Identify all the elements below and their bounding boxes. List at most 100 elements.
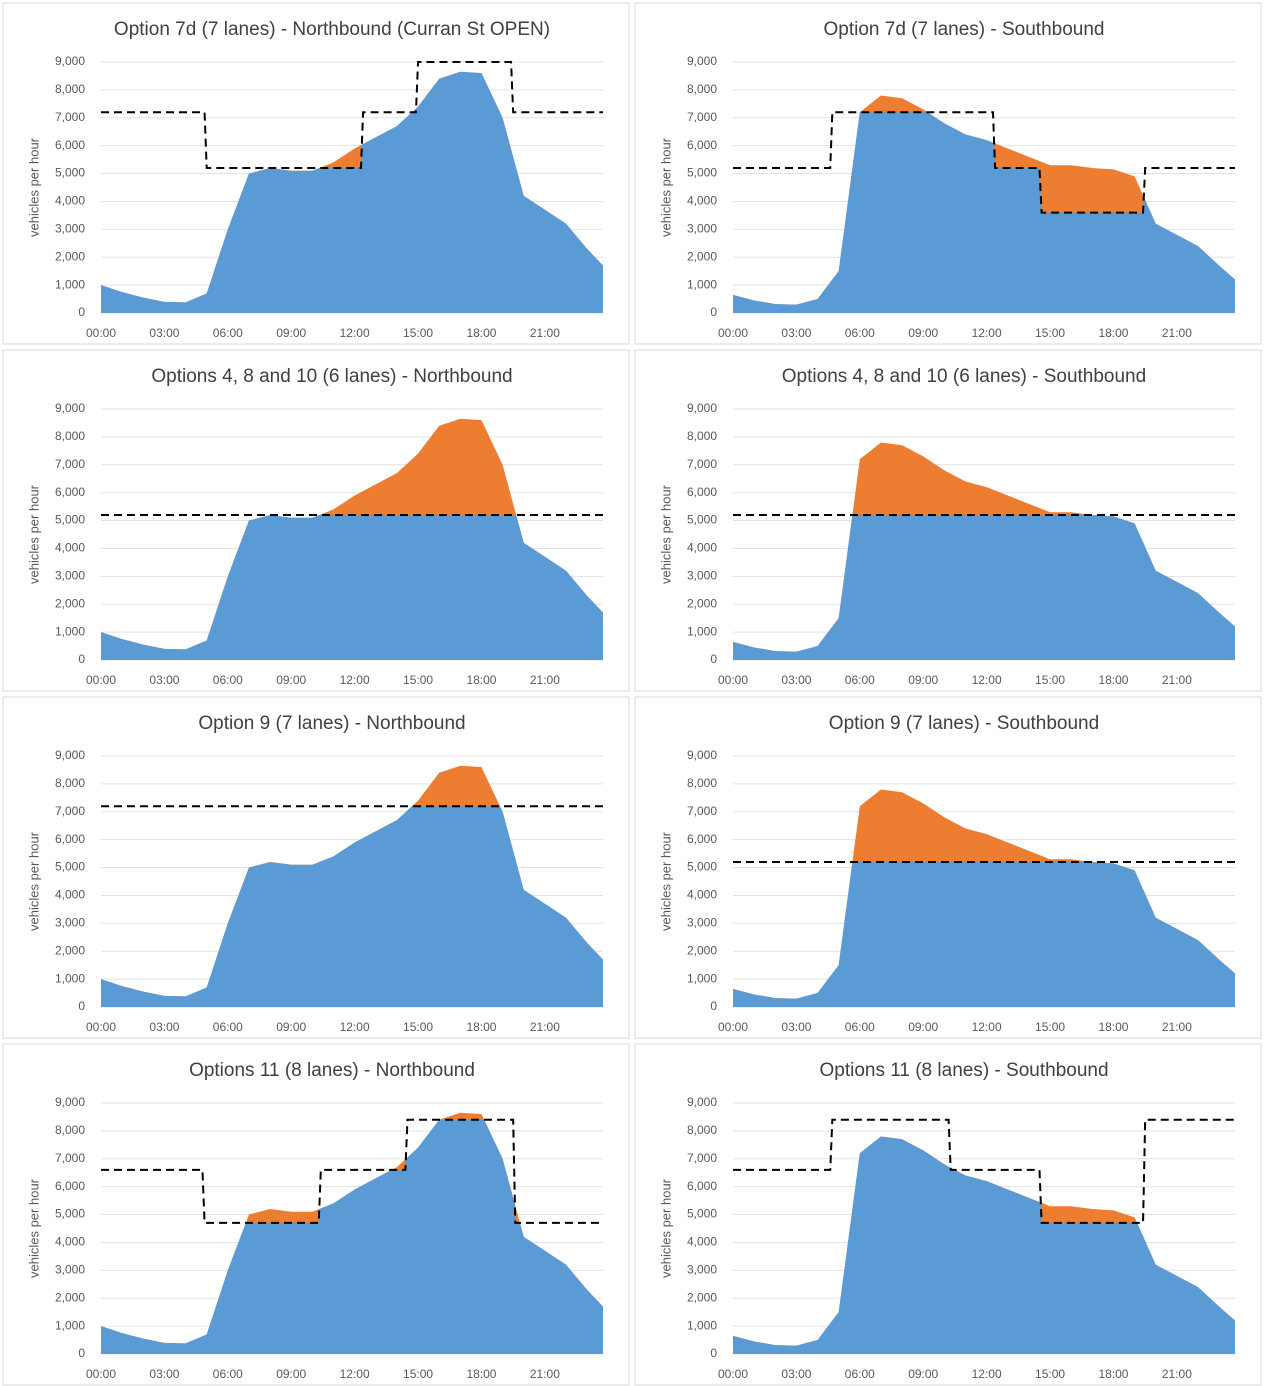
y-tick-label: 8,000 [55,776,85,790]
capacity-line [733,1118,1235,1224]
y-tick-label: 0 [710,305,717,319]
x-tick-label: 03:00 [781,673,811,687]
x-tick-label: 00:00 [718,673,748,687]
y-tick-label: 7,000 [687,110,717,124]
y-tick-label: 0 [78,305,85,319]
y-tick-label: 4,000 [687,888,717,902]
panel-border [2,1043,630,1386]
y-tick-label: 8,000 [687,429,717,443]
y-tick-label: 1,000 [687,1318,717,1332]
x-tick-label: 18:00 [466,1367,496,1381]
y-tick-label: 7,000 [55,1151,85,1165]
x-tick-label: 09:00 [908,326,938,340]
y-tick-label: 0 [710,1346,717,1360]
x-tick-label: 15:00 [403,1367,433,1381]
y-tick-label: 5,000 [55,166,85,180]
x-tick-label: 03:00 [781,1020,811,1034]
panel-border [634,2,1262,345]
demand-area [733,112,1235,313]
capacity-line [101,61,603,169]
x-tick-label: 06:00 [845,673,875,687]
demand-area [101,1119,603,1354]
y-tick-label: 3,000 [55,1263,85,1277]
y-tick-label: 7,000 [687,1151,717,1165]
y-tick-label: 3,000 [55,222,85,236]
demand-area [101,71,603,313]
x-tick-label: 03:00 [149,1367,179,1381]
chart-title: Options 11 (8 lanes) - Southbound [819,1060,1108,1081]
x-tick-label: 03:00 [781,1367,811,1381]
x-tick-label: 21:00 [1162,1367,1192,1381]
x-tick-label: 00:00 [86,673,116,687]
y-axis-label: vehicles per hour [26,1178,41,1278]
x-tick-label: 09:00 [276,1020,306,1034]
x-tick-label: 12:00 [340,1020,370,1034]
y-tick-label: 8,000 [687,1123,717,1137]
x-tick-label: 00:00 [86,1020,116,1034]
y-tick-label: 9,000 [687,54,717,68]
y-tick-label: 6,000 [687,832,717,846]
y-axis-label: vehicles per hour [658,831,673,931]
y-tick-label: 5,000 [55,860,85,874]
panel: Options 11 (8 lanes) - Southbound vehicle… [634,1043,1262,1386]
y-tick-label: 8,000 [687,776,717,790]
y-tick-label: 1,000 [687,971,717,985]
x-tick-label: 18:00 [1098,326,1128,340]
y-tick-label: 8,000 [687,82,717,96]
x-tick-label: 18:00 [1098,673,1128,687]
x-tick-label: 21:00 [530,1020,560,1034]
x-tick-label: 15:00 [1035,1367,1065,1381]
y-axis-label: vehicles per hour [26,484,41,584]
panel: Option 9 (7 lanes) - Southbound vehicles … [634,696,1262,1039]
panel: Options 4, 8 and 10 (6 lanes) - Northbou… [2,349,630,692]
y-tick-label: 7,000 [687,804,717,818]
x-tick-label: 18:00 [466,673,496,687]
y-tick-label: 4,000 [55,888,85,902]
y-tick-label: 2,000 [687,943,717,957]
y-tick-label: 1,000 [687,277,717,291]
y-tick-label: 1,000 [55,971,85,985]
x-tick-label: 06:00 [845,1367,875,1381]
x-tick-label: 21:00 [530,326,560,340]
x-tick-label: 09:00 [908,673,938,687]
y-axis-label: vehicles per hour [658,484,673,584]
y-tick-label: 9,000 [55,748,85,762]
y-tick-label: 7,000 [55,457,85,471]
y-tick-label: 6,000 [55,1179,85,1193]
capacity-line [101,1118,603,1224]
x-tick-label: 03:00 [149,1020,179,1034]
y-tick-label: 3,000 [55,569,85,583]
x-tick-label: 12:00 [972,1020,1002,1034]
x-tick-label: 06:00 [213,326,243,340]
x-tick-label: 03:00 [781,326,811,340]
x-tick-label: 03:00 [149,326,179,340]
panel: Option 7d (7 lanes) - Northbound (Curran… [2,2,630,345]
y-tick-label: 7,000 [687,457,717,471]
y-tick-label: 2,000 [687,1290,717,1304]
x-tick-label: 21:00 [530,1367,560,1381]
y-tick-label: 3,000 [687,569,717,583]
y-tick-label: 8,000 [55,429,85,443]
x-tick-label: 12:00 [340,326,370,340]
x-tick-label: 00:00 [718,1367,748,1381]
y-tick-label: 6,000 [687,485,717,499]
x-tick-label: 12:00 [972,673,1002,687]
y-tick-label: 5,000 [687,860,717,874]
y-tick-label: 2,000 [55,943,85,957]
x-tick-label: 15:00 [1035,673,1065,687]
y-tick-label: 9,000 [55,1095,85,1109]
y-tick-label: 6,000 [55,485,85,499]
x-tick-label: 18:00 [466,1020,496,1034]
panel-border [634,349,1262,692]
x-tick-label: 21:00 [1162,673,1192,687]
y-tick-label: 9,000 [687,401,717,415]
x-tick-label: 09:00 [908,1367,938,1381]
chart-title: Option 7d (7 lanes) - Southbound [824,19,1105,40]
x-tick-label: 18:00 [1098,1020,1128,1034]
y-tick-label: 5,000 [55,513,85,527]
y-tick-label: 5,000 [55,1207,85,1221]
y-tick-label: 9,000 [687,1095,717,1109]
y-tick-label: 0 [78,652,85,666]
x-tick-label: 06:00 [213,1020,243,1034]
y-tick-label: 4,000 [55,541,85,555]
